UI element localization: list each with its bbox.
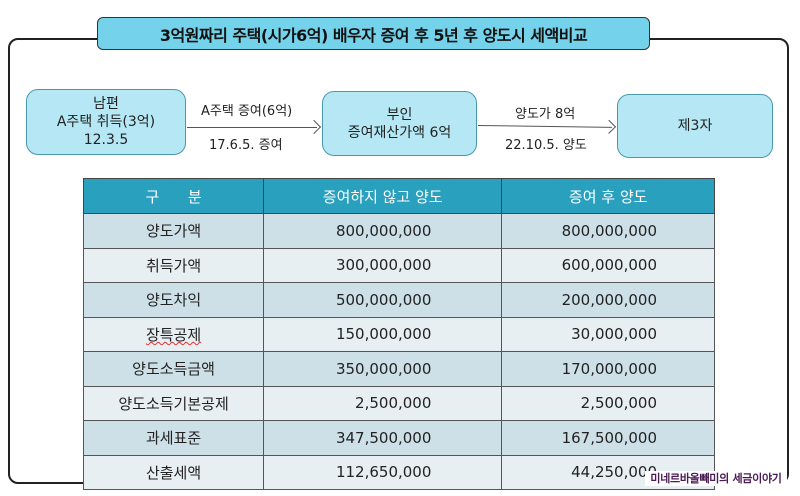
value-without-gift: 2,500,000 <box>263 385 503 421</box>
node-husband: 남편 A주택 취득(3억) 12.3.5 <box>26 89 186 155</box>
value-after-gift: 167,500,000 <box>501 420 715 456</box>
header-category: 구 분 <box>82 178 265 214</box>
table-row: 양도가액 800,000,000 800,000,000 <box>82 213 715 249</box>
row-label: 산출세액 <box>82 454 265 490</box>
header-after-gift: 증여 후 양도 <box>501 178 715 214</box>
node-wife: 부인 증여재산가액 6억 <box>322 91 477 156</box>
row-label: 양도소득기본공제 <box>82 385 265 421</box>
table-row: 양도소득기본공제 2,500,000 2,500,000 <box>82 385 715 421</box>
watermark: 미네르바올빼미의 세금이야기 <box>645 471 787 486</box>
value-after-gift: 600,000,000 <box>501 247 715 283</box>
row-label: 양도가액 <box>82 213 265 249</box>
edge-gift-above: A주택 증여(6억) <box>201 104 293 119</box>
value-without-gift: 347,500,000 <box>263 420 503 456</box>
value-without-gift: 112,650,000 <box>263 454 503 490</box>
table-row: 과세표준 347,500,000 167,500,000 <box>82 420 715 456</box>
value-after-gift: 200,000,000 <box>501 282 715 318</box>
table-row: 양도차익 500,000,000 200,000,000 <box>82 282 715 318</box>
table-row: 양도소득금액 350,000,000 170,000,000 <box>82 351 715 387</box>
row-label: 양도차익 <box>82 282 265 318</box>
edge-sale-below: 22.10.5. 양도 <box>505 138 587 153</box>
edge-sale-above: 양도가 8억 <box>515 107 576 122</box>
node-third-party: 제3자 <box>617 94 773 158</box>
table-row: 장특공제 150,000,000 30,000,000 <box>82 316 715 352</box>
node-wife-line2: 증여재산가액 6억 <box>347 124 452 141</box>
value-without-gift: 350,000,000 <box>263 351 503 387</box>
node-wife-line1: 부인 <box>386 106 413 123</box>
node-third-party-line1: 제3자 <box>677 118 713 134</box>
row-label: 양도소득금액 <box>82 351 265 387</box>
arrow-gift <box>187 119 322 135</box>
node-husband-line1: 남편 <box>93 96 119 112</box>
value-after-gift: 800,000,000 <box>501 213 715 249</box>
table-row: 산출세액 112,650,000 44,250,000 <box>82 454 715 490</box>
edge-gift-below: 17.6.5. 증여 <box>209 138 283 153</box>
comparison-table: 구 분 증여하지 않고 양도 증여 후 양도 양도가액 800,000,000 … <box>82 178 715 490</box>
node-husband-line3: 12.3.5 <box>83 132 129 148</box>
value-after-gift: 30,000,000 <box>501 316 715 352</box>
row-label-text: 장특공제 <box>145 325 202 344</box>
row-label: 취득가액 <box>82 247 265 283</box>
value-without-gift: 500,000,000 <box>263 282 503 318</box>
page-title: 3억원짜리 주택(시가6억) 배우자 증여 후 5년 후 양도시 세액비교 <box>97 17 650 50</box>
table-row: 취득가액 300,000,000 600,000,000 <box>82 247 715 283</box>
node-husband-line2: A주택 취득(3억) <box>56 114 156 130</box>
table-header-row: 구 분 증여하지 않고 양도 증여 후 양도 <box>82 178 715 214</box>
row-label: 과세표준 <box>82 420 265 456</box>
value-after-gift: 2,500,000 <box>501 385 715 421</box>
header-without-gift: 증여하지 않고 양도 <box>263 178 503 214</box>
value-without-gift: 800,000,000 <box>263 213 503 249</box>
value-without-gift: 300,000,000 <box>263 247 503 283</box>
row-label: 장특공제 <box>82 316 265 352</box>
value-after-gift: 170,000,000 <box>501 351 715 387</box>
value-without-gift: 150,000,000 <box>263 316 503 352</box>
